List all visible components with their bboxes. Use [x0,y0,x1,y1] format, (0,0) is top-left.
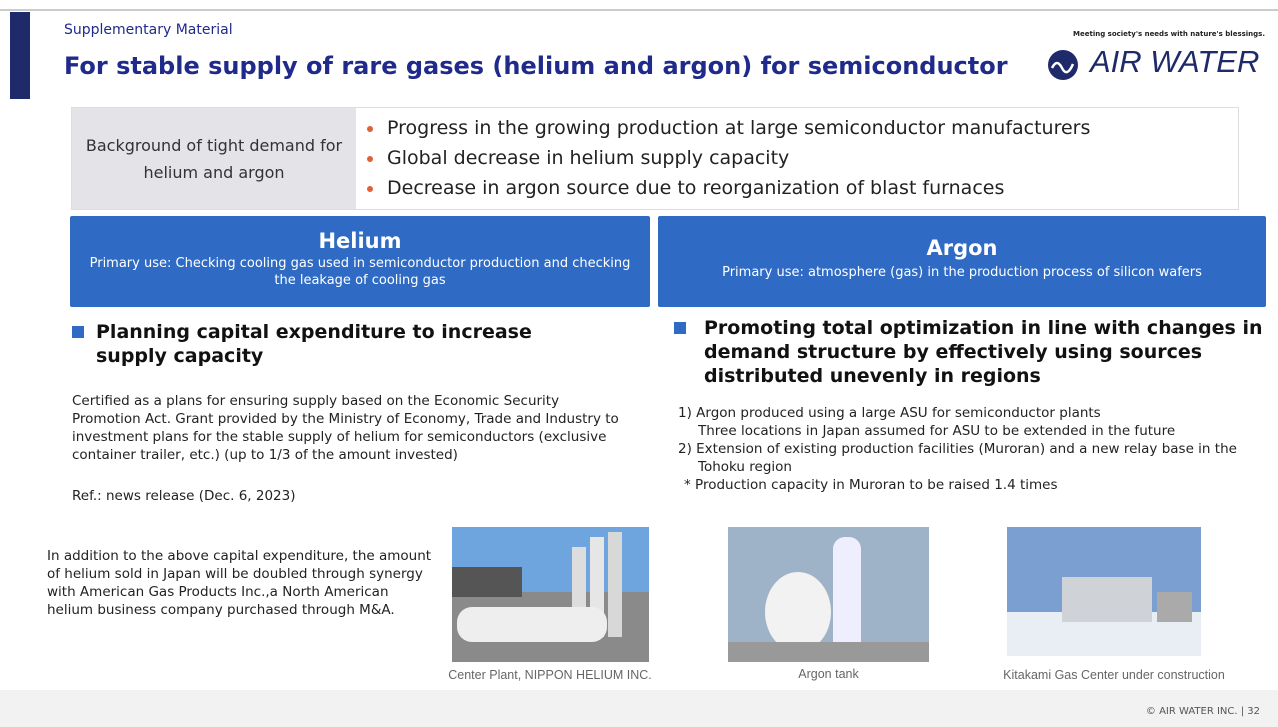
argon-title: Argon [658,236,1266,260]
argon-item: Three locations in Japan assumed for ASU… [678,422,1258,440]
background-label: Background of tight demand for helium an… [79,132,349,186]
photo-kitakami [1007,527,1201,656]
slide-title: For stable supply of rare gases (helium … [64,52,1008,80]
helium-title: Helium [70,229,650,253]
footer-band [0,690,1278,727]
background-item: Decrease in argon source due to reorgani… [357,173,1090,203]
background-item: Progress in the growing production at la… [357,113,1090,143]
logo-name: AIR WATER [1090,44,1259,80]
accent-bar [10,12,30,99]
photo-caption: Kitakami Gas Center under construction [975,668,1253,682]
logo-mark [1043,48,1083,82]
photo-caption: Center Plant, NIPPON HELIUM INC. [430,668,670,682]
helium-heading: Planning capital expenditure to increase… [72,320,596,368]
argon-list: 1) Argon produced using a large ASU for … [678,404,1258,494]
argon-item: * Production capacity in Muroran to be r… [678,476,1258,494]
photo-argon [728,527,929,662]
photo-helium [452,527,649,662]
background-item: Global decrease in helium supply capacit… [357,143,1090,173]
background-list: Progress in the growing production at la… [357,113,1090,203]
photo-caption: Argon tank [728,667,929,681]
synergy-text: In addition to the above capital expendi… [47,547,432,619]
background-label-cell: Background of tight demand for helium an… [72,108,356,209]
helium-subtitle: Primary use: Checking cooling gas used i… [70,253,650,291]
slide: Supplementary Material For stable supply… [0,0,1278,727]
argon-subtitle: Primary use: atmosphere (gas) in the pro… [658,260,1266,285]
section-label: Supplementary Material [64,22,233,38]
helium-body: Certified as a plans for ensuring supply… [72,392,632,464]
argon-item: 2) Extension of existing production faci… [678,440,1258,476]
argon-item: 1) Argon produced using a large ASU for … [678,404,1258,422]
logo-tagline: Meeting society's needs with nature's bl… [1010,30,1265,38]
argon-heading: Promoting total optimization in line wit… [674,316,1274,388]
helium-ref: Ref.: news release (Dec. 6, 2023) [72,487,296,505]
top-rule [0,9,1278,11]
footer-text: © AIR WATER INC. | 32 [1146,706,1260,717]
